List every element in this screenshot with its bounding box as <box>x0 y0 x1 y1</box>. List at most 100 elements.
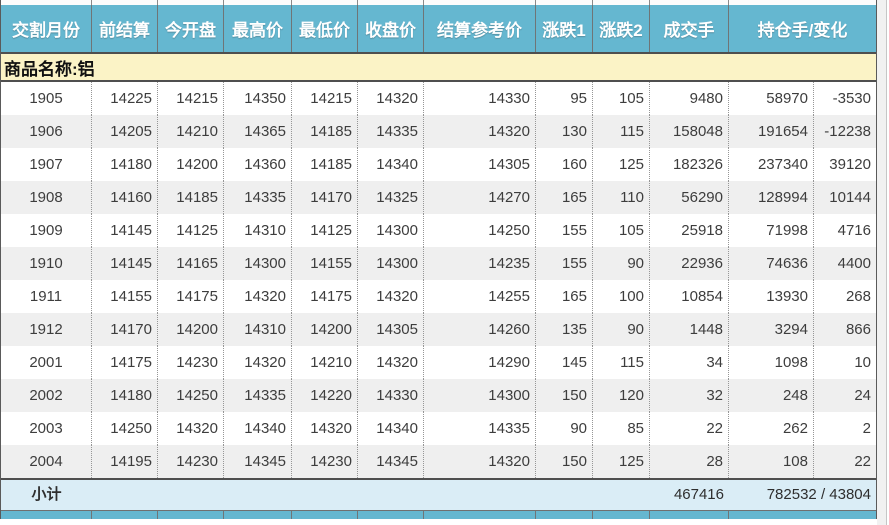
cell-volume: 9480 <box>650 82 729 115</box>
cell-high: 14320 <box>224 280 292 313</box>
cell-volume: 34 <box>650 346 729 379</box>
table-row: 1911 14155 14175 14320 14175 14320 14255… <box>1 280 876 313</box>
table-row: 2004 14195 14230 14345 14230 14345 14320… <box>1 445 876 478</box>
cell-close: 14345 <box>358 445 424 478</box>
cell-prev-settlement: 14145 <box>92 214 158 247</box>
col-header-high: 最高价 <box>224 5 292 52</box>
cell-change1: 165 <box>536 181 593 214</box>
cell-settlement-ref: 14270 <box>424 181 536 214</box>
cell-change1: 165 <box>536 280 593 313</box>
subtotal-row: 小计 467416 782532 / 43804 <box>1 478 876 511</box>
divider-cell <box>224 0 292 5</box>
cell-high: 14310 <box>224 214 292 247</box>
cell-open-interest: 71998 <box>729 214 814 247</box>
cell-prev-settlement: 14225 <box>92 82 158 115</box>
futures-quotes-table: 交割月份 前结算 今开盘 最高价 最低价 收盘价 结算参考价 涨跌1 涨跌2 成… <box>0 0 877 519</box>
cell-oi-change: 2 <box>862 420 871 437</box>
divider-cell <box>424 511 536 519</box>
cell-change2: 125 <box>593 445 650 478</box>
table-row: 1912 14170 14200 14310 14200 14305 14260… <box>1 313 876 346</box>
cell-oi-change: 10144 <box>829 189 871 206</box>
cell-open: 14175 <box>158 280 224 313</box>
cell-delivery-month: 2003 <box>1 412 92 445</box>
cell-open-interest: 13930 <box>729 280 814 313</box>
cell-open-interest: 58970 <box>729 82 814 115</box>
product-name-row: 商品名称:铝 <box>1 54 876 82</box>
cell-change2: 100 <box>593 280 650 313</box>
cell-settlement-ref: 14300 <box>424 379 536 412</box>
cell-change1: 145 <box>536 346 593 379</box>
cell-delivery-month: 1906 <box>1 115 92 148</box>
cell-open: 14200 <box>158 313 224 346</box>
divider-cell <box>224 511 292 519</box>
cell-open: 14215 <box>158 82 224 115</box>
cell-close: 14340 <box>358 412 424 445</box>
cell-settlement-ref: 14235 <box>424 247 536 280</box>
cell-close: 14300 <box>358 247 424 280</box>
cell-low: 14125 <box>292 214 358 247</box>
scrollbar-gutter <box>877 0 889 525</box>
cell-delivery-month: 1909 <box>1 214 92 247</box>
cell-open-interest: 128994 <box>729 181 814 214</box>
divider-cell <box>650 511 729 519</box>
cell-open-interest: 191654 <box>729 115 814 148</box>
cell-settlement-ref: 14320 <box>424 445 536 478</box>
table-row: 1908 14160 14185 14335 14170 14325 14270… <box>1 181 876 214</box>
cell-change1: 90 <box>536 412 593 445</box>
subtotal-spacer <box>92 480 650 510</box>
divider-cell <box>92 511 158 519</box>
product-name-label: 商品名称:铝 <box>4 59 95 79</box>
table-row: 2002 14180 14250 14335 14220 14330 14300… <box>1 379 876 412</box>
cell-oi-change: 4716 <box>837 222 871 239</box>
cell-change1: 135 <box>536 313 593 346</box>
col-header-close: 收盘价 <box>358 5 424 52</box>
cell-settlement-ref: 14250 <box>424 214 536 247</box>
cell-delivery-month: 1907 <box>1 148 92 181</box>
cell-low: 14230 <box>292 445 358 478</box>
cell-oi-change: 39120 <box>829 156 871 173</box>
col-header-delivery-month: 交割月份 <box>1 5 92 52</box>
cell-open-interest: 108 <box>729 445 814 478</box>
table-row: 2001 14175 14230 14320 14210 14320 14290… <box>1 346 876 379</box>
cell-high: 14345 <box>224 445 292 478</box>
cell-change2: 115 <box>593 346 650 379</box>
cell-high: 14365 <box>224 115 292 148</box>
header-row: 交割月份 前结算 今开盘 最高价 最低价 收盘价 结算参考价 涨跌1 涨跌2 成… <box>1 5 876 54</box>
table-row: 1905 14225 14215 14350 14215 14320 14330… <box>1 82 876 115</box>
cell-open-interest: 237340 <box>729 148 814 181</box>
cell-oi-change: 268 <box>845 288 871 305</box>
cell-change1: 130 <box>536 115 593 148</box>
cell-prev-settlement: 14250 <box>92 412 158 445</box>
col-header-change1: 涨跌1 <box>536 5 593 52</box>
cell-open-interest: 1098 <box>729 346 814 379</box>
cell-volume: 182326 <box>650 148 729 181</box>
subtotal-label: 小计 <box>31 486 62 503</box>
table-row: 1909 14145 14125 14310 14125 14300 14250… <box>1 214 876 247</box>
cell-close: 14305 <box>358 313 424 346</box>
cell-settlement-ref: 14335 <box>424 412 536 445</box>
cell-settlement-ref: 14330 <box>424 82 536 115</box>
col-header-change2: 涨跌2 <box>593 5 650 52</box>
cell-low: 14170 <box>292 181 358 214</box>
col-header-open-interest-change: 持仓手/变化 <box>757 21 848 40</box>
cell-delivery-month: 2002 <box>1 379 92 412</box>
cell-prev-settlement: 14175 <box>92 346 158 379</box>
cell-oi-change: 4400 <box>837 255 871 272</box>
cell-close: 14330 <box>358 379 424 412</box>
cell-prev-settlement: 14180 <box>92 379 158 412</box>
cell-delivery-month: 2004 <box>1 445 92 478</box>
cell-settlement-ref: 14290 <box>424 346 536 379</box>
cell-oi-change: -12238 <box>824 123 871 140</box>
cell-volume: 22 <box>650 412 729 445</box>
col-header-volume: 成交手 <box>650 5 729 52</box>
cell-delivery-month: 1912 <box>1 313 92 346</box>
divider-cell <box>536 0 593 5</box>
divider-cell <box>292 0 358 5</box>
divider-cell <box>729 511 876 519</box>
col-header-low: 最低价 <box>292 5 358 52</box>
cell-low: 14220 <box>292 379 358 412</box>
cell-delivery-month: 2001 <box>1 346 92 379</box>
cell-open-interest: 3294 <box>729 313 814 346</box>
subtotal-volume: 467416 <box>673 486 724 503</box>
cell-open-interest: 262 <box>729 412 814 445</box>
